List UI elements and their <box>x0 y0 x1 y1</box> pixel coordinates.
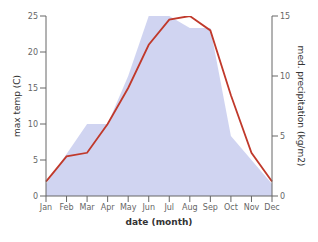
svg-text:med. precipitation (kg/m2): med. precipitation (kg/m2) <box>296 46 306 167</box>
svg-text:date (month): date (month) <box>126 217 193 227</box>
svg-text:Mar: Mar <box>80 203 96 212</box>
svg-text:0: 0 <box>280 192 285 201</box>
svg-text:Apr: Apr <box>101 203 116 212</box>
svg-text:5: 5 <box>280 132 285 141</box>
svg-text:15: 15 <box>280 12 290 21</box>
svg-text:Feb: Feb <box>59 203 73 212</box>
svg-text:Oct: Oct <box>224 203 238 212</box>
svg-text:5: 5 <box>33 156 38 165</box>
svg-text:max temp (C): max temp (C) <box>12 75 22 137</box>
svg-text:Aug: Aug <box>182 203 198 212</box>
svg-text:Jun: Jun <box>141 203 155 212</box>
svg-text:Jul: Jul <box>163 203 174 212</box>
svg-text:10: 10 <box>28 120 38 129</box>
svg-text:15: 15 <box>28 84 38 93</box>
svg-text:Sep: Sep <box>203 203 218 212</box>
svg-text:Dec: Dec <box>264 203 279 212</box>
svg-text:0: 0 <box>33 192 38 201</box>
svg-text:25: 25 <box>28 12 38 21</box>
svg-text:Nov: Nov <box>244 203 260 212</box>
svg-text:May: May <box>120 203 137 212</box>
svg-text:20: 20 <box>28 48 38 57</box>
svg-text:10: 10 <box>280 72 290 81</box>
svg-text:Jan: Jan <box>39 203 52 212</box>
